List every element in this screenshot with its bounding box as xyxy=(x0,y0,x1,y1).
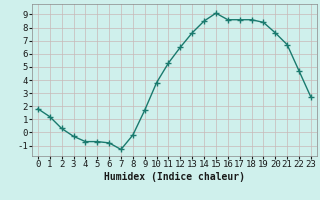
X-axis label: Humidex (Indice chaleur): Humidex (Indice chaleur) xyxy=(104,172,245,182)
